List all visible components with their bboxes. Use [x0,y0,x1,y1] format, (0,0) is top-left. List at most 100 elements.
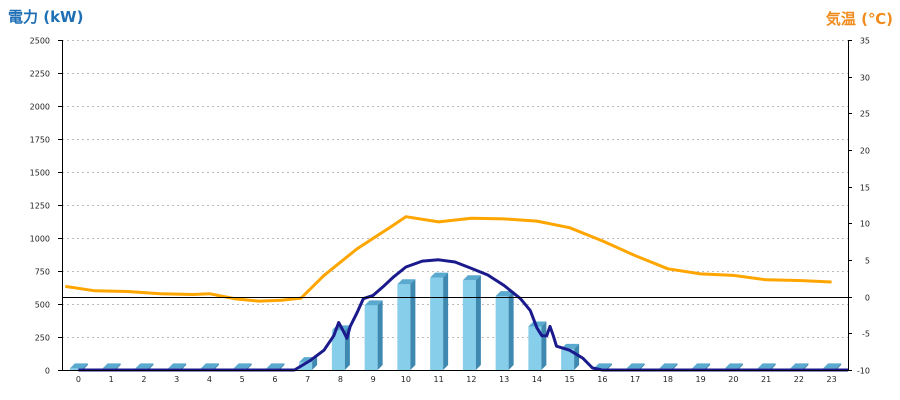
power-bar-top [823,363,842,369]
power-line [78,258,848,372]
x-tick-label: 22 [794,375,804,384]
power-bar-front [397,284,411,370]
grid-lines [62,40,848,338]
x-tick-label: 19 [696,375,706,384]
power-bar-front [299,362,313,370]
left-tick-label: 1500 [30,169,50,178]
power-bar [69,363,88,370]
power-bar-side [574,343,580,370]
right-tick-label: 10 [860,220,870,229]
axes [58,40,852,371]
power-bar-top [397,279,416,285]
power-bar-top [462,275,481,281]
power-bar-side [377,300,383,370]
power-bar-side [213,363,219,370]
power-bar-side [443,272,449,370]
power-bar-top [790,363,809,369]
power-bar-side [737,363,743,370]
power-bar-side [770,363,776,370]
left-tick-label: 1250 [30,202,50,211]
power-bar [364,300,383,370]
x-tick-label: 1 [109,375,114,384]
x-tick-label: 5 [240,375,245,384]
x-tick-label: 7 [305,375,310,384]
power-bar-front [495,296,509,370]
power-bar-top [69,363,88,369]
x-tick-label: 6 [272,375,277,384]
power-bar-top [430,272,449,278]
power-bar-top [102,363,121,369]
x-tick-label: 9 [371,375,376,384]
x-tick-label: 20 [728,375,738,384]
right-axis-title: 気温 (℃) [826,10,893,28]
left-tick-label: 0 [45,367,50,376]
left-tick-label: 750 [35,268,50,277]
x-tick-label: 13 [499,375,509,384]
power-bar [462,275,481,370]
power-bar-side [82,363,88,370]
power-bar-side [803,363,809,370]
left-tick-label: 2000 [30,103,50,112]
x-tick-label: 16 [597,375,607,384]
power-bar-top [659,363,678,369]
x-tick-label: 3 [174,375,179,384]
power-bar-side [639,363,645,370]
x-tick-label: 8 [338,375,343,384]
x-tick-label: 17 [630,375,640,384]
x-tick-label: 23 [827,375,837,384]
x-tick-label: 15 [565,375,575,384]
power-bar-side [312,357,318,370]
power-bar-top [168,363,187,369]
right-tick-label: -10 [857,367,870,376]
power-bar-front [69,368,83,370]
power-bar-front [430,277,444,370]
power-bar-side [672,363,678,370]
power-bar-side [541,321,547,370]
power-bar-top [495,291,514,297]
right-tick-label: -5 [862,330,870,339]
left-tick-label: 250 [35,334,50,343]
line-series [65,215,848,372]
power-bar-side [115,363,121,370]
power-bar-side [148,363,154,370]
power-bar-top [200,363,219,369]
power-bar-top [233,363,252,369]
right-tick-label: 15 [860,184,870,193]
right-tick-label: 25 [860,110,870,119]
left-axis-title: 電力 (kW) [8,8,83,26]
right-tick-label: 30 [860,74,870,83]
power-bar [495,291,514,370]
x-tick-label: 21 [761,375,771,384]
bar-series [69,272,842,370]
x-tick-label: 14 [532,375,542,384]
power-bar-side [410,279,416,370]
power-bar-top [135,363,154,369]
power-bar-top [528,321,547,327]
right-tick-label: 20 [860,147,870,156]
power-bar-top [626,363,645,369]
power-bar [430,272,449,370]
power-bar-top [364,300,383,306]
power-bar-front [561,348,575,370]
x-tick-label: 2 [141,375,146,384]
power-bar-side [606,363,612,370]
x-tick-label: 18 [663,375,673,384]
left-tick-label: 1000 [30,235,50,244]
power-bar-front [331,330,345,370]
left-tick-label: 2500 [30,37,50,46]
power-bar [397,279,416,370]
power-bar-top [266,363,285,369]
left-tick-label: 500 [35,301,50,310]
temperature-line [65,215,832,303]
tick-labels: 02505007501000125015001750200022502500-1… [30,37,870,385]
power-bar-top [692,363,711,369]
x-tick-label: 0 [76,375,81,384]
left-tick-label: 1750 [30,136,50,145]
x-tick-label: 4 [207,375,212,384]
power-bar-side [181,363,187,370]
right-tick-label: 0 [865,294,870,303]
power-bar-side [508,291,514,370]
power-bar-side [246,363,252,370]
power-bar [528,321,547,370]
